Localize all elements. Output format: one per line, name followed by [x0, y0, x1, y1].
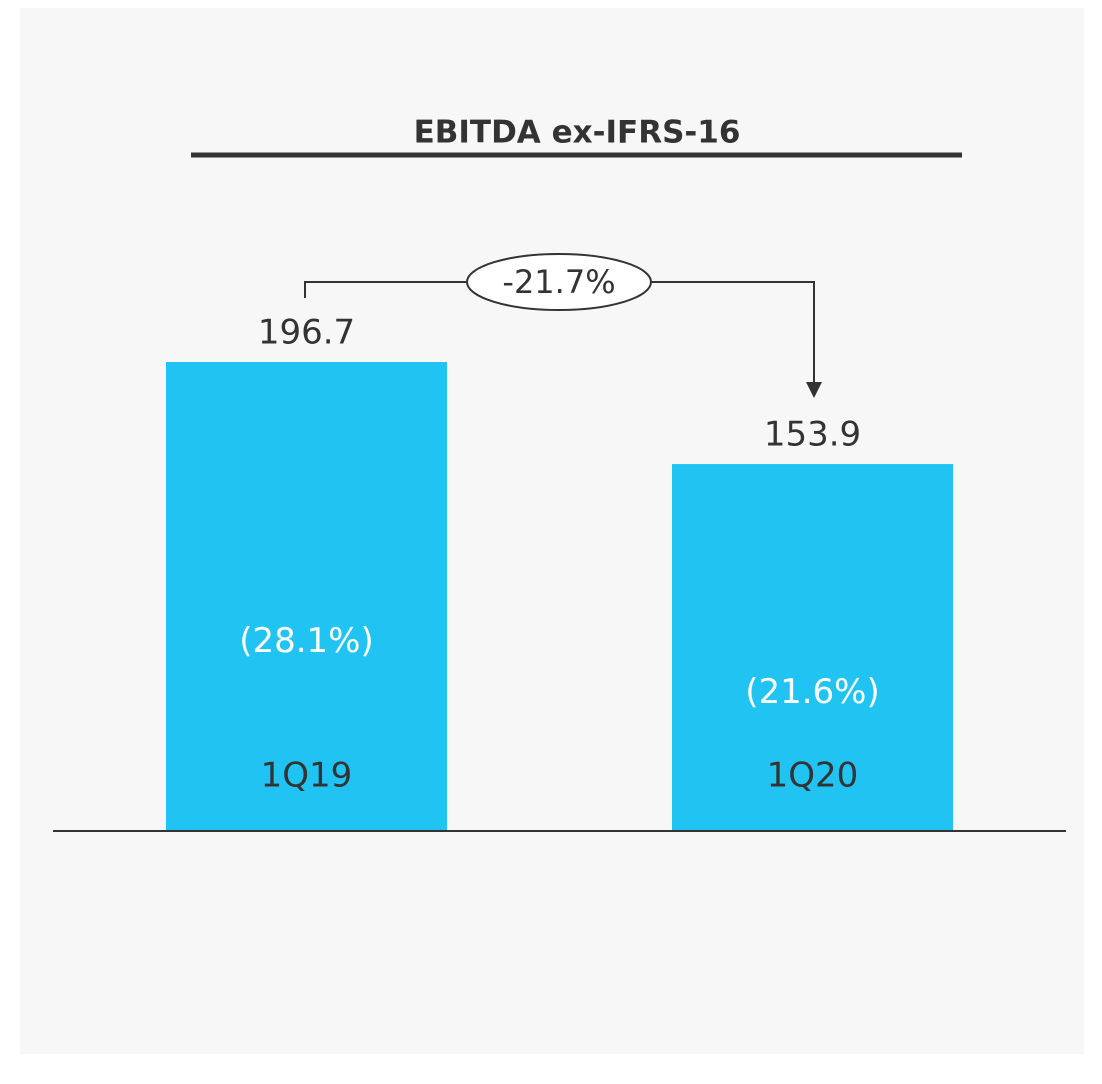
- x-tick-label: 1Q20: [767, 756, 859, 796]
- chart-title: EBITDA ex-IFRS-16: [414, 115, 741, 151]
- value-label: 196.7: [258, 313, 355, 353]
- x-tick-label: 1Q19: [261, 756, 353, 796]
- change-arrowhead: [806, 382, 822, 399]
- inner-label: (28.1%): [239, 621, 374, 661]
- bar: [672, 464, 953, 831]
- bar: [166, 362, 447, 831]
- change-label: -21.7%: [502, 263, 615, 301]
- inner-label: (21.6%): [745, 672, 880, 712]
- change-bubble: [466, 253, 652, 311]
- value-label: 153.9: [764, 415, 861, 455]
